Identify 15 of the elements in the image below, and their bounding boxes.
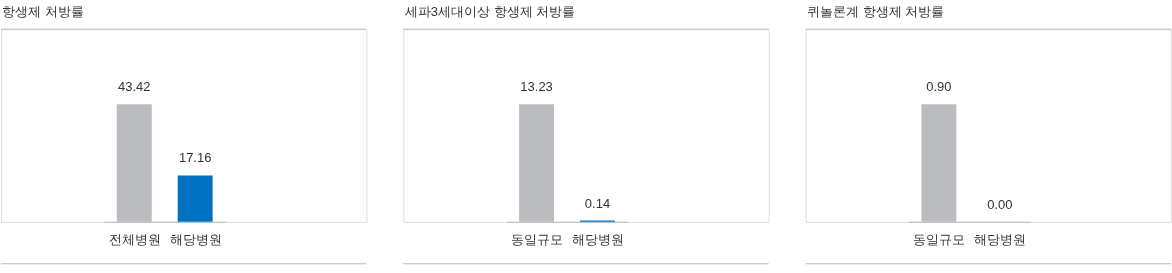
chart-title: 세파3세대이상 항생제 처방률 <box>404 3 576 19</box>
chart-title: 퀴놀론계 항생제 처방률 <box>807 3 945 19</box>
x-tick-label: 동일규모 <box>511 232 564 248</box>
data-label: 17.16 <box>178 150 212 166</box>
data-label: 43.42 <box>118 79 151 95</box>
x-tick-label: 해당병원 <box>169 232 222 248</box>
data-label: 0.00 <box>987 196 1013 212</box>
x-tick-label: 해당병원 <box>571 232 624 248</box>
data-label: 0.90 <box>926 79 952 95</box>
data-label: 13.23 <box>520 79 553 95</box>
data-label: 0.14 <box>584 195 611 211</box>
chart-title: 항생제 처방률 <box>2 3 85 19</box>
x-tick-label: 해당병원 <box>974 232 1027 248</box>
x-tick-label: 전체병원 <box>108 232 161 248</box>
x-tick-label: 동일규모 <box>913 232 966 248</box>
